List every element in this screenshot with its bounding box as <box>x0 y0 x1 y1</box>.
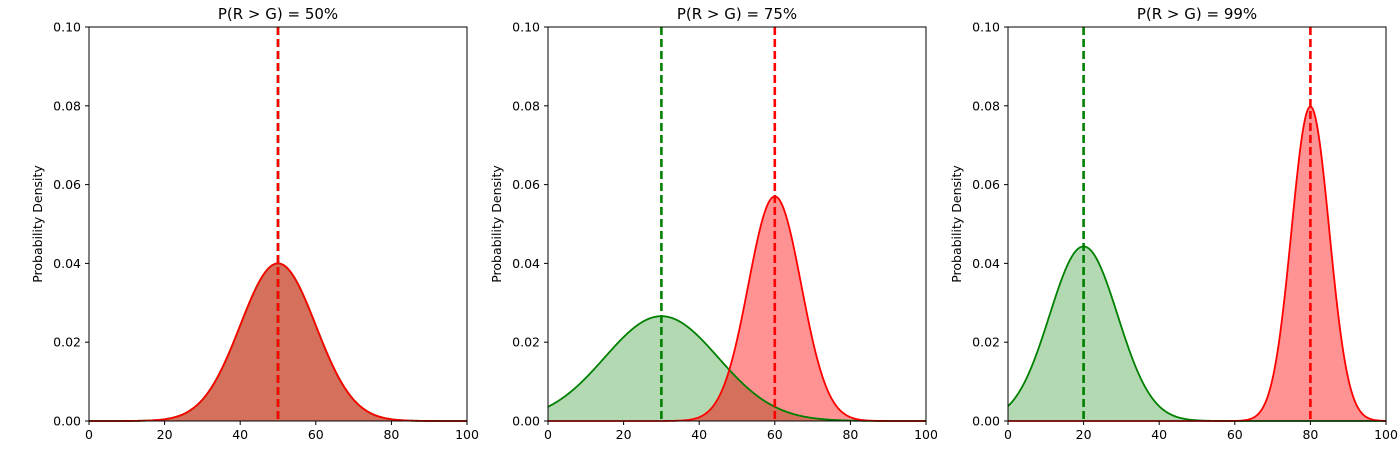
x-tick-label: 0 <box>1004 427 1012 442</box>
y-tick-label: 0.08 <box>512 98 540 113</box>
y-tick-label: 0.00 <box>53 414 81 429</box>
y-tick-label: 0.08 <box>972 98 1000 113</box>
y-tick-label: 0.02 <box>972 335 1000 350</box>
y-axis-label: Probability Density <box>30 165 45 283</box>
chart-title: P(R > G) = 75% <box>677 5 797 23</box>
y-tick-label: 0.06 <box>972 177 1000 192</box>
chart-panel-1: 0 20 40 60 80 100 0.00 0.02 0.04 0.06 0.08 0.10 P(R … <box>30 5 479 442</box>
x-tick-label: 20 <box>1076 427 1092 442</box>
y-tick-label: 0.00 <box>512 414 540 429</box>
x-tick-label: 40 <box>1151 427 1167 442</box>
x-tick-label: 40 <box>691 427 707 442</box>
x-tick-label: 100 <box>914 427 938 442</box>
y-tick-label: 0.02 <box>512 335 540 350</box>
x-tick-label: 80 <box>842 427 858 442</box>
y-tick-label: 0.06 <box>512 177 540 192</box>
x-tick-label: 0 <box>544 427 552 442</box>
x-tick-label: 60 <box>1227 427 1243 442</box>
y-tick-label: 0.08 <box>53 98 81 113</box>
x-tick-label: 100 <box>455 427 479 442</box>
chart-panel-3: 0 20 40 60 80 100 0.00 0.02 0.04 0.06 0.08 0.10 P(R … <box>949 5 1398 442</box>
x-tick-label: 60 <box>308 427 324 442</box>
chart-panel-2: 0 20 40 60 80 100 0.00 0.02 0.04 0.06 0.08 0.10 P(R … <box>489 5 938 442</box>
y-tick-label: 0.02 <box>53 335 81 350</box>
x-tick-label: 20 <box>616 427 632 442</box>
x-tick-label: 40 <box>232 427 248 442</box>
y-axis-label: Probability Density <box>489 165 504 283</box>
y-tick-label: 0.04 <box>53 256 81 271</box>
y-tick-label: 0.04 <box>972 256 1000 271</box>
x-tick-label: 80 <box>383 427 399 442</box>
x-tick-label: 60 <box>767 427 783 442</box>
y-tick-label: 0.10 <box>972 20 1000 35</box>
x-tick-label: 0 <box>85 427 93 442</box>
chart-title: P(R > G) = 99% <box>1137 5 1257 23</box>
y-tick-label: 0.04 <box>512 256 540 271</box>
x-tick-label: 80 <box>1302 427 1318 442</box>
y-tick-label: 0.10 <box>512 20 540 35</box>
y-tick-label: 0.00 <box>972 414 1000 429</box>
y-tick-label: 0.10 <box>53 20 81 35</box>
y-axis-label: Probability Density <box>949 165 964 283</box>
x-tick-label: 100 <box>1374 427 1398 442</box>
y-tick-label: 0.06 <box>53 177 81 192</box>
chart-title: P(R > G) = 50% <box>218 5 338 23</box>
x-tick-label: 20 <box>157 427 173 442</box>
